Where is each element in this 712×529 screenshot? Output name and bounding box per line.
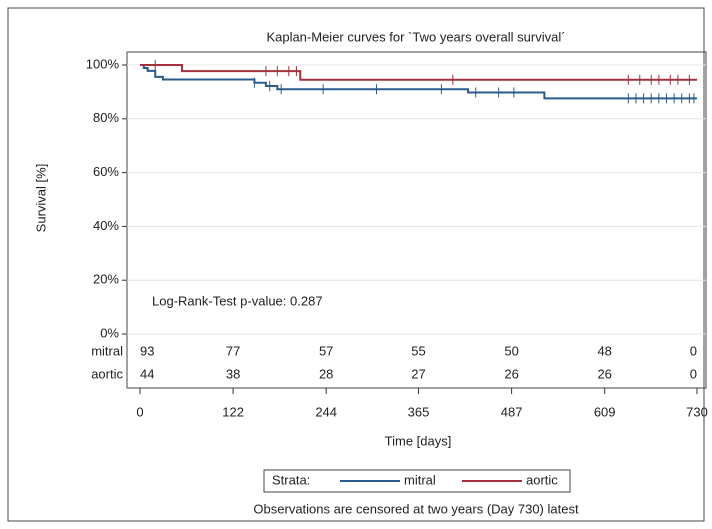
at-risk-count: 26 <box>504 366 518 381</box>
at-risk-count: 0 <box>690 343 697 358</box>
x-tick-label: 609 <box>594 404 616 419</box>
at-risk-count: 0 <box>690 366 697 381</box>
x-tick-label: 365 <box>408 404 430 419</box>
footnote: Observations are censored at two years (… <box>253 501 579 516</box>
legend-label: aortic <box>526 472 558 487</box>
x-tick-label: 730 <box>686 404 708 419</box>
at-risk-count: 38 <box>226 366 240 381</box>
y-axis-label: Survival [%] <box>33 164 48 233</box>
at-risk-count: 50 <box>504 343 518 358</box>
legend-label: mitral <box>404 472 436 487</box>
at-risk-count: 26 <box>597 366 611 381</box>
at-risk-count: 44 <box>140 366 154 381</box>
legend-frame <box>263 469 571 493</box>
y-tick-label: 60% <box>93 164 119 179</box>
legend-title: Strata: <box>272 472 310 487</box>
y-tick-label: 80% <box>93 110 119 125</box>
y-tick-label: 100% <box>86 56 120 71</box>
annotation: Log-Rank-Test p-value: 0.287 <box>152 293 323 308</box>
risk-row-label: mitral <box>91 343 123 358</box>
at-risk-count: 28 <box>319 366 333 381</box>
survival-curve <box>140 64 697 100</box>
y-tick-label: 40% <box>93 218 119 233</box>
at-risk-count: 93 <box>140 343 154 358</box>
at-risk-count: 55 <box>411 343 425 358</box>
plot-frame <box>126 51 707 389</box>
x-tick-label: 0 <box>136 404 143 419</box>
outer-frame <box>7 7 705 522</box>
x-tick-label: 244 <box>315 404 337 419</box>
x-tick-label: 487 <box>501 404 523 419</box>
chart-title: Kaplan-Meier curves for `Two years overa… <box>266 29 565 44</box>
y-tick-label: 0% <box>100 325 119 340</box>
at-risk-count: 48 <box>597 343 611 358</box>
x-tick-label: 122 <box>222 404 244 419</box>
survival-curve <box>140 64 697 81</box>
risk-row-label: aortic <box>91 366 123 381</box>
at-risk-count: 27 <box>411 366 425 381</box>
x-axis-label: Time [days] <box>385 433 452 448</box>
at-risk-count: 57 <box>319 343 333 358</box>
at-risk-count: 77 <box>226 343 240 358</box>
y-tick-label: 20% <box>93 272 119 287</box>
